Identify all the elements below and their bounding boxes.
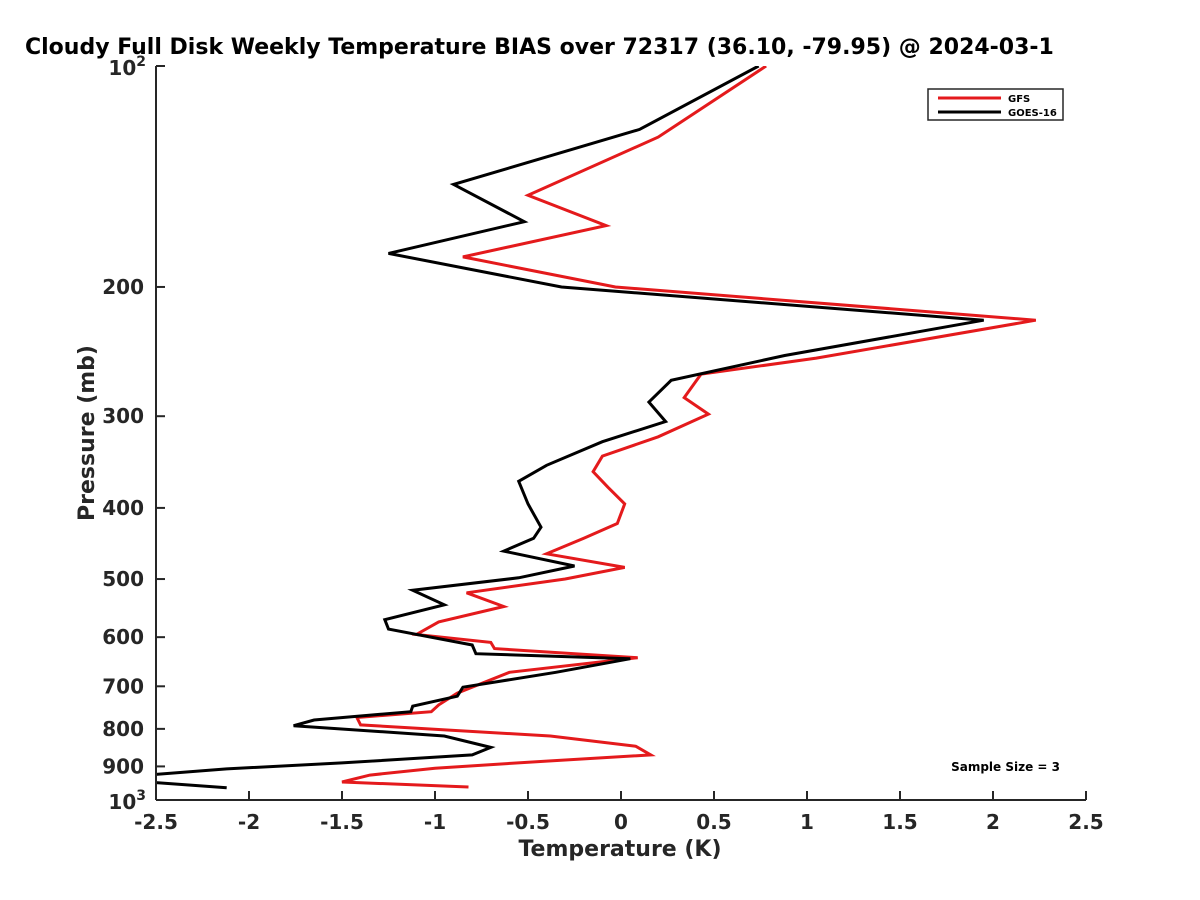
legend-label-gfs: GFS (1008, 94, 1030, 105)
y-tick-label: 300 (102, 404, 144, 428)
y-tick-label: 400 (102, 496, 144, 520)
y-tick-label: 200 (102, 275, 144, 299)
y-axis-label: Pressure (mb) (75, 345, 100, 521)
x-tick-label: 2.5 (1068, 810, 1103, 834)
series-lines (156, 66, 1037, 790)
axes: -2.5 -2 -1.5 -1 -0.5 0 0.5 1 1.5 2 2.5 102 200 300 400… (102, 54, 1103, 834)
series-line-gfs (341, 66, 1037, 789)
sample-size-annotation: Sample Size = 3 (951, 760, 1060, 774)
x-tick-label: -2 (238, 810, 260, 834)
legend-label-goes-16: GOES-16 (1008, 108, 1057, 119)
plot-area (156, 66, 1086, 800)
y-tick-label: 600 (102, 625, 144, 649)
x-tick-label: -2.5 (134, 810, 178, 834)
x-tick-label: 0 (614, 810, 628, 834)
plot-background (156, 66, 1086, 800)
series-line-goes-16 (156, 66, 984, 790)
y-tick-label: 500 (102, 567, 144, 591)
legend: GFS GOES-16 (927, 88, 1064, 121)
x-tick-label: 1.5 (882, 810, 917, 834)
y-tick-label: 103 (108, 788, 146, 814)
chart-title: Cloudy Full Disk Weekly Temperature BIAS… (25, 35, 1054, 60)
x-tick-label: -1 (424, 810, 446, 834)
x-tick-label: -1.5 (320, 810, 364, 834)
legend-box (927, 88, 1064, 121)
y-tick-label: 900 (102, 754, 144, 778)
x-tick-label: 1 (800, 810, 814, 834)
y-tick-label: 700 (102, 674, 144, 698)
x-axis-label: Temperature (K) (518, 837, 721, 862)
y-tick-label: 800 (102, 717, 144, 741)
x-tick-label: 2 (986, 810, 1000, 834)
x-tick-label: 0.5 (696, 810, 731, 834)
y-tick-label: 102 (108, 54, 146, 80)
x-tick-label: -0.5 (506, 810, 550, 834)
